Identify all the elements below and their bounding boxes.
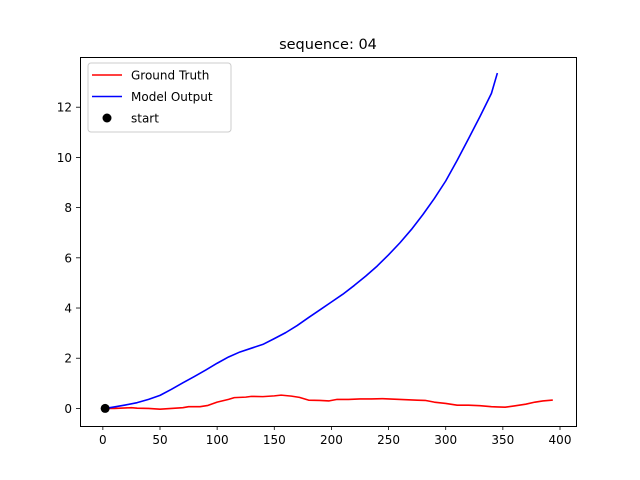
ground-truth-line [104,394,553,410]
y-tick-label: 12 [57,101,72,115]
x-tick-label: 350 [491,433,514,447]
legend-label: Ground Truth [131,69,209,83]
x-tick-label: 50 [152,433,167,447]
x-tick-label: 200 [320,433,343,447]
x-tick-label: 150 [263,433,286,447]
y-tick-label: 0 [64,402,72,416]
x-tick-label: 0 [99,433,107,447]
x-tick-label: 100 [206,433,229,447]
plot-frame [80,57,577,427]
legend: Ground Truth Model Output start [87,62,232,133]
x-tick-label: 300 [434,433,457,447]
y-tick-label: 6 [64,251,72,265]
legend-box [87,62,232,133]
y-tick-label: 4 [64,302,72,316]
start-point-marker [100,403,110,413]
legend-label: start [131,112,159,126]
legend-start-marker [102,113,112,123]
x-tick-label: 400 [549,433,572,447]
y-tick-label: 8 [64,201,72,215]
legend-label: Model Output [131,90,213,104]
x-tick-label: 250 [377,433,400,447]
model-output-line [104,72,499,410]
chart-title: sequence: 04 [279,37,377,53]
y-tick-label: 2 [64,352,72,366]
y-tick-label: 10 [57,151,72,165]
